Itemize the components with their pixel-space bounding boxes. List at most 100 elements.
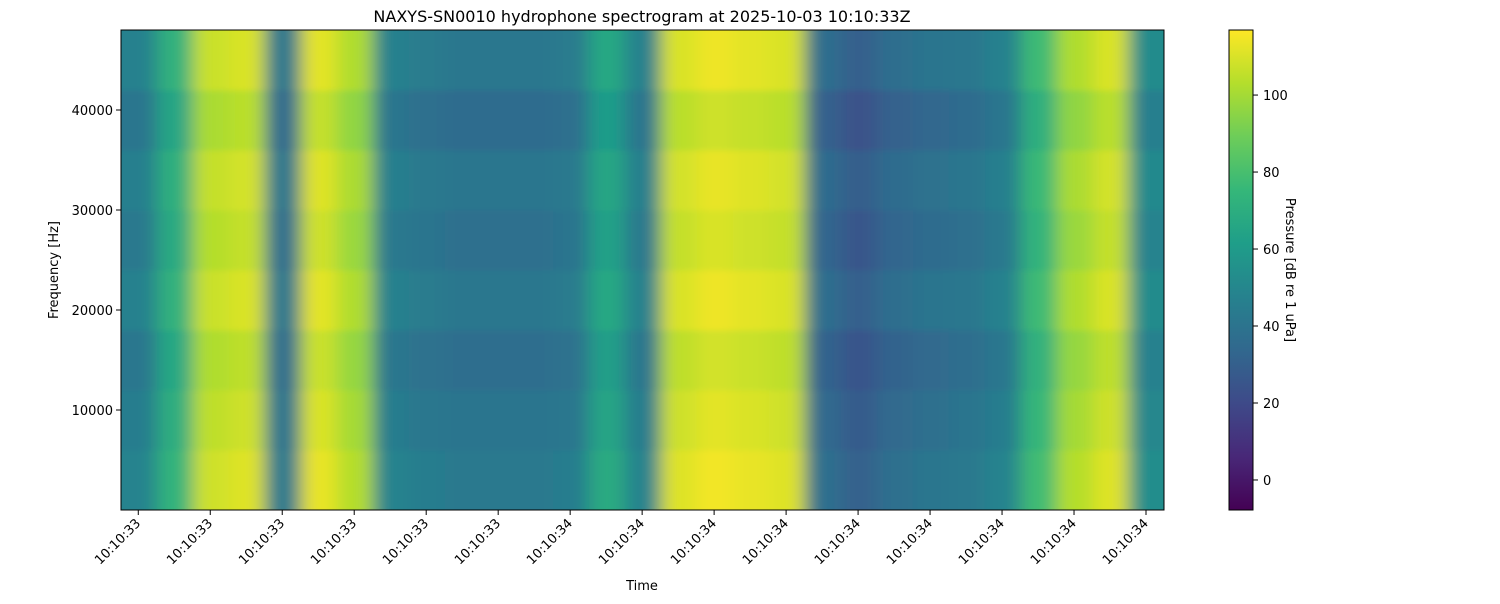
heatmap-cell bbox=[588, 330, 626, 391]
heatmap-cell bbox=[192, 390, 230, 451]
heatmap-cell bbox=[840, 210, 878, 271]
heatmap-cell bbox=[732, 30, 770, 91]
heatmap-cell bbox=[732, 450, 770, 510]
x-tick-label: 10:10:34 bbox=[956, 516, 1008, 568]
heatmap-cell bbox=[1020, 90, 1058, 151]
heatmap-cell bbox=[876, 210, 914, 271]
colorbar-tick-label: 60 bbox=[1263, 243, 1280, 258]
heatmap-cell bbox=[192, 90, 230, 151]
heatmap-cell bbox=[300, 450, 338, 510]
heatmap-cell bbox=[444, 30, 482, 91]
heatmap-cell bbox=[264, 450, 302, 510]
heatmap-cell bbox=[192, 30, 230, 91]
heatmap-cell bbox=[228, 330, 266, 391]
heatmap-cell bbox=[1020, 450, 1058, 510]
heatmap-cell bbox=[696, 450, 734, 510]
heatmap-cell bbox=[768, 390, 806, 451]
heatmap-cell bbox=[1056, 30, 1094, 91]
heatmap-cell bbox=[948, 90, 986, 151]
heatmap-cell bbox=[480, 270, 518, 331]
x-axis-label: Time bbox=[625, 579, 658, 594]
heatmap-cell bbox=[804, 90, 842, 151]
heatmap-cell bbox=[264, 30, 302, 91]
heatmap-cell bbox=[1092, 450, 1130, 510]
heatmap-cell bbox=[228, 390, 266, 451]
heatmap-cell bbox=[912, 330, 950, 391]
heatmap-cell bbox=[876, 450, 914, 510]
heatmap-cell bbox=[192, 330, 230, 391]
heatmap-cell bbox=[552, 270, 590, 331]
heatmap-cell bbox=[121, 150, 158, 211]
heatmap-cell bbox=[804, 450, 842, 510]
heatmap-cell bbox=[408, 90, 446, 151]
x-tick-label: 10:10:34 bbox=[1028, 516, 1080, 568]
heatmap-cells bbox=[121, 30, 1164, 510]
heatmap-cell bbox=[228, 90, 266, 151]
heatmap-cell bbox=[840, 270, 878, 331]
heatmap-cell bbox=[1020, 330, 1058, 391]
heatmap-cell bbox=[912, 150, 950, 211]
heatmap-cell bbox=[1128, 30, 1164, 91]
heatmap-cell bbox=[624, 210, 662, 271]
x-tick-label: 10:10:34 bbox=[812, 516, 864, 568]
heatmap-cell bbox=[516, 390, 554, 451]
heatmap-cell bbox=[264, 150, 302, 211]
heatmap-cell bbox=[408, 210, 446, 271]
heatmap-cell bbox=[912, 390, 950, 451]
heatmap-cell bbox=[372, 330, 410, 391]
heatmap-cell bbox=[840, 390, 878, 451]
heatmap-cell bbox=[336, 30, 374, 91]
heatmap-cell bbox=[516, 30, 554, 91]
heatmap-cell bbox=[588, 90, 626, 151]
y-axis-label: Frequency [Hz] bbox=[47, 221, 62, 319]
heatmap-cell bbox=[876, 270, 914, 331]
heatmap-cell bbox=[768, 330, 806, 391]
heatmap-cell bbox=[264, 270, 302, 331]
heatmap-cell bbox=[336, 90, 374, 151]
heatmap-cell bbox=[228, 450, 266, 510]
heatmap-cell bbox=[588, 210, 626, 271]
heatmap-cell bbox=[912, 30, 950, 91]
heatmap-cell bbox=[480, 390, 518, 451]
heatmap-cell bbox=[768, 30, 806, 91]
heatmap-cell bbox=[1020, 30, 1058, 91]
heatmap-cell bbox=[912, 210, 950, 271]
heatmap-cell bbox=[480, 210, 518, 271]
heatmap-cell bbox=[804, 30, 842, 91]
heatmap-cell bbox=[732, 270, 770, 331]
heatmap-cell bbox=[876, 390, 914, 451]
heatmap-cell bbox=[984, 150, 1022, 211]
heatmap-cell bbox=[840, 90, 878, 151]
heatmap-cell bbox=[732, 390, 770, 451]
heatmap-cell bbox=[1056, 270, 1094, 331]
heatmap-cell bbox=[1056, 330, 1094, 391]
heatmap-cell bbox=[552, 390, 590, 451]
heatmap-cell bbox=[1128, 450, 1164, 510]
colorbar-label: Pressure [dB re 1 uPa] bbox=[1282, 198, 1297, 342]
heatmap-cell bbox=[336, 390, 374, 451]
heatmap-cell bbox=[121, 450, 158, 510]
heatmap-cell bbox=[480, 150, 518, 211]
heatmap-cell bbox=[552, 90, 590, 151]
heatmap-cell bbox=[804, 270, 842, 331]
heatmap-cell bbox=[804, 150, 842, 211]
heatmap-cell bbox=[444, 390, 482, 451]
heatmap-cell bbox=[516, 330, 554, 391]
heatmap-cell bbox=[300, 210, 338, 271]
heatmap-cell bbox=[876, 330, 914, 391]
heatmap-cell bbox=[300, 330, 338, 391]
colorbar-tick-label: 40 bbox=[1263, 320, 1280, 335]
heatmap-cell bbox=[372, 450, 410, 510]
heatmap-cell bbox=[408, 30, 446, 91]
heatmap-cell bbox=[1128, 150, 1164, 211]
heatmap-cell bbox=[408, 450, 446, 510]
heatmap-cell bbox=[228, 30, 266, 91]
heatmap-cell bbox=[228, 150, 266, 211]
heatmap-cell bbox=[192, 150, 230, 211]
heatmap-cell bbox=[444, 330, 482, 391]
heatmap-cell bbox=[732, 90, 770, 151]
heatmap-cell bbox=[1092, 330, 1130, 391]
heatmap-cell bbox=[516, 90, 554, 151]
heatmap-cell bbox=[840, 450, 878, 510]
